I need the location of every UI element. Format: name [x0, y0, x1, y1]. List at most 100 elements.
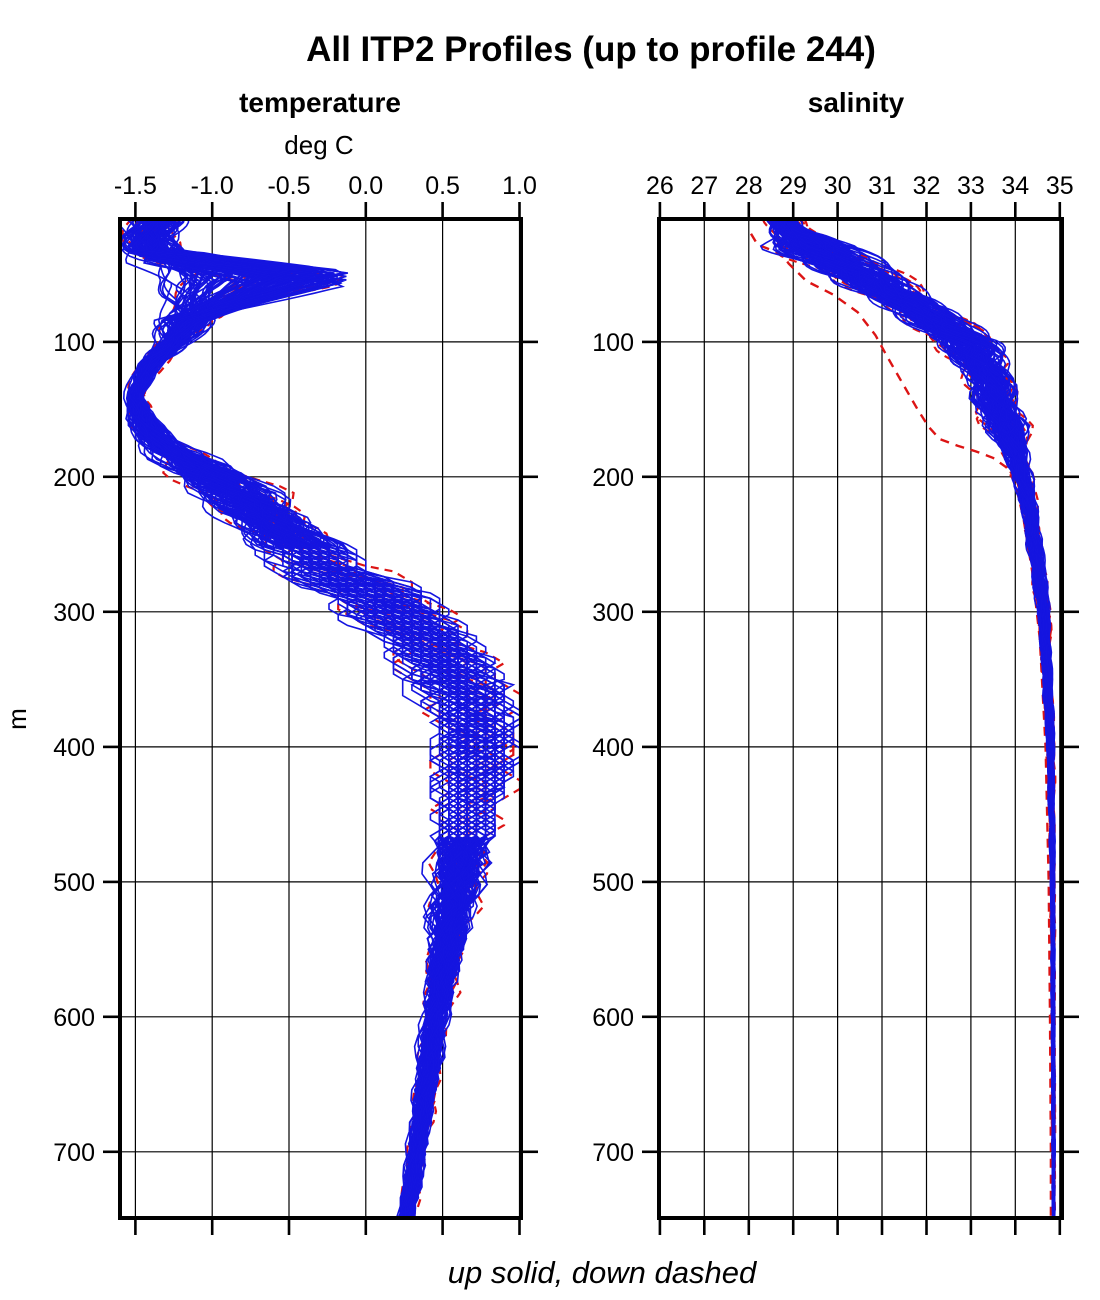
y-tick-label: 400: [592, 734, 634, 762]
profile-up: [784, 219, 1056, 1218]
profile-up: [768, 219, 1055, 1218]
profile-up: [778, 219, 1056, 1218]
profile-up: [138, 219, 521, 1218]
tick-labels: -1.5 -1.0 -0.5 0.0 0.5 1.0 100 200 300 400 500 600 7…: [53, 172, 537, 1167]
figure-title: All ITP2 Profiles (up to profile 244): [306, 30, 876, 69]
profile-up: [787, 219, 1055, 1218]
profile-up: [122, 219, 469, 1218]
profile-up: [786, 219, 1056, 1218]
figure-caption: up solid, down dashed: [448, 1255, 758, 1290]
temperature-units-label: deg C: [284, 130, 353, 160]
profile-up: [766, 219, 1055, 1218]
profile-up: [772, 219, 1055, 1218]
y-tick-label: 400: [53, 734, 95, 762]
profile-up: [759, 219, 1055, 1218]
profile-down: [793, 219, 1057, 1218]
profile-up: [775, 219, 1055, 1218]
profile-up: [768, 219, 1055, 1218]
profile-up: [783, 219, 1056, 1218]
y-tick-label: 700: [53, 1139, 95, 1167]
profile-up: [783, 219, 1056, 1218]
grid-lines: [659, 219, 1062, 1218]
profile-down-outlier: [749, 233, 1053, 1218]
profile-up: [782, 219, 1056, 1218]
x-tick-label: 26: [646, 172, 674, 200]
profile-up: [785, 219, 1055, 1218]
x-tick-label: -1.5: [114, 172, 157, 200]
x-tick-label: 33: [957, 172, 985, 200]
profile-up: [777, 219, 1055, 1218]
profile-up: [783, 219, 1055, 1218]
profile-up: [121, 219, 478, 1218]
profile-up: [787, 219, 1055, 1218]
panel-border: [657, 217, 1064, 1220]
profile-up: [771, 219, 1055, 1218]
panels-group: -1.5 -1.0 -0.5 0.0 0.5 1.0 100 200 300 400 500 600 7…: [53, 172, 1079, 1235]
profile-up: [781, 219, 1055, 1218]
profile-up: [780, 219, 1056, 1218]
profile-up: [774, 219, 1055, 1218]
profile-up: [134, 219, 487, 1218]
profile-up: [786, 219, 1055, 1218]
profile-up: [120, 219, 478, 1218]
profile-up: [779, 219, 1055, 1218]
profile-down: [121, 219, 469, 1218]
profile-up: [787, 219, 1056, 1218]
profile-up: [788, 219, 1056, 1218]
profile-up: [133, 219, 506, 1218]
profile-up: [782, 219, 1055, 1218]
profile-up: [776, 219, 1055, 1218]
x-tick-label: 0.0: [348, 172, 383, 200]
x-tick-label: 0.5: [425, 172, 460, 200]
profile-up: [775, 219, 1055, 1218]
profile-up: [124, 219, 459, 1218]
profile-up: [780, 219, 1056, 1218]
profile-up: [784, 219, 1055, 1218]
profile-up: [775, 219, 1055, 1218]
y-tick-label: 700: [592, 1139, 634, 1167]
profile-up: [786, 219, 1056, 1218]
x-tick-label: 35: [1046, 172, 1074, 200]
profile-up: [779, 219, 1055, 1218]
profile-down: [772, 219, 1055, 1218]
profile-up: [773, 219, 1055, 1218]
profile-up: [776, 219, 1055, 1218]
profile-up: [783, 219, 1055, 1218]
profile-up: [778, 219, 1055, 1218]
y-tick-label: 600: [53, 1004, 95, 1032]
profile-up: [777, 219, 1055, 1218]
profile-up: [779, 219, 1056, 1218]
profile-up: [785, 219, 1056, 1218]
profile-up: [776, 219, 1055, 1218]
profile-down: [761, 219, 1055, 1218]
profile-up: [777, 219, 1055, 1218]
profile-down: [778, 219, 1056, 1218]
profile-up: [781, 219, 1055, 1218]
profile-up: [788, 219, 1055, 1218]
x-tick-label: 30: [824, 172, 852, 200]
salinity-panel-title: salinity: [808, 87, 905, 118]
profile-up: [769, 219, 1055, 1218]
profile-up: [785, 219, 1055, 1218]
profile-up: [778, 219, 1055, 1218]
profile-up: [781, 219, 1056, 1218]
profile-up: [778, 219, 1055, 1218]
profile-up: [773, 219, 1055, 1218]
profile-up: [782, 219, 1055, 1218]
profile-up: [785, 219, 1055, 1218]
profile-up: [784, 219, 1056, 1218]
profile-up: [788, 219, 1056, 1218]
profile-up: [786, 219, 1055, 1218]
profile-up: [781, 219, 1055, 1218]
x-tick-label: 29: [779, 172, 807, 200]
x-tick-label: -0.5: [267, 172, 310, 200]
x-tick-label: 31: [868, 172, 896, 200]
tick-marks: [642, 202, 1079, 1235]
profile-up: [782, 219, 1055, 1218]
temperature-panel-title: temperature: [239, 87, 401, 118]
profile-up: [774, 219, 1055, 1218]
profile-up: [120, 224, 459, 1218]
profile-up: [788, 219, 1055, 1218]
profile-up: [780, 219, 1055, 1218]
profile-up: [120, 219, 469, 1218]
